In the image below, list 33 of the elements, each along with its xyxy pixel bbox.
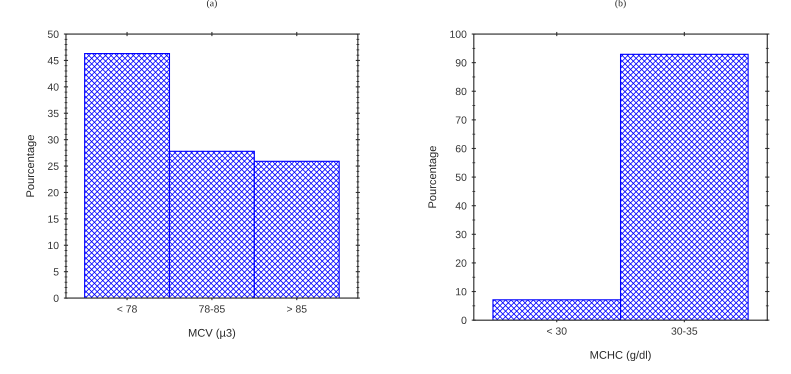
- y-tick-label: 45: [48, 57, 59, 64]
- y-tick-label: 0: [461, 316, 466, 324]
- y-tick-label: 80: [456, 88, 466, 96]
- y-tick-label: 10: [456, 288, 466, 296]
- x-tick-label: 30-35: [671, 327, 698, 335]
- y-tick-label: 20: [456, 259, 466, 267]
- y-tick-label: 100: [450, 30, 466, 38]
- y-tick-label: 50: [48, 30, 59, 38]
- chart-title: (b): [615, 0, 626, 8]
- y-tick-label: 50: [456, 174, 466, 181]
- x-tick-label: 78-85: [199, 305, 225, 313]
- y-tick-label: 5: [54, 268, 59, 276]
- x-axis-title: MCHC (g/dl): [590, 350, 651, 362]
- x-axis-title: MCV (µ3): [188, 328, 236, 339]
- x-tick-label: > 85: [286, 305, 307, 313]
- y-tick-label: 40: [456, 202, 466, 210]
- y-axis-title: Pourcentage: [26, 135, 36, 197]
- y-tick-label: 60: [456, 144, 466, 152]
- y-tick-label: 25: [48, 162, 59, 170]
- y-tick-label: 30: [456, 230, 466, 238]
- y-tick-label: 35: [48, 110, 59, 118]
- y-tick-label: 0: [54, 294, 59, 302]
- y-tick-label: 40: [48, 83, 59, 91]
- y-tick-label: 20: [48, 188, 59, 196]
- y-tick-label: 15: [48, 215, 59, 223]
- y-tick-label: 30: [48, 136, 59, 144]
- chart-title: (a): [206, 0, 217, 8]
- y-axis-title: Pourcentage: [428, 146, 438, 208]
- y-tick-label: 90: [456, 59, 466, 67]
- x-tick-label: < 78: [117, 305, 137, 313]
- y-tick-label: 70: [456, 116, 466, 124]
- y-tick-label: 10: [48, 242, 59, 250]
- x-tick-label: < 30: [546, 327, 567, 335]
